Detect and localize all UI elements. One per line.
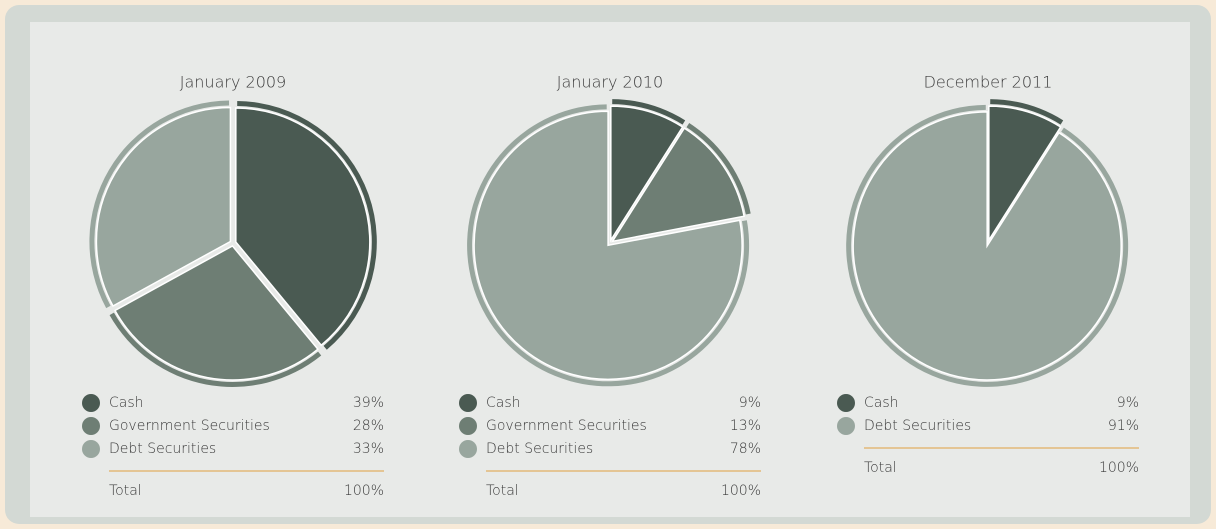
pie-rim <box>686 123 751 215</box>
pie-slice <box>473 110 743 381</box>
value-label: 39% <box>353 395 384 411</box>
pie-slice <box>852 111 1122 381</box>
value-label: 9% <box>739 395 761 411</box>
total-name: Total <box>864 460 897 476</box>
value-label: 28% <box>353 418 384 434</box>
value-label: 13% <box>730 418 761 434</box>
pie-rim <box>89 100 230 309</box>
total-name: Total <box>486 483 519 499</box>
total-value: 100% <box>1099 460 1139 476</box>
pie-slice <box>95 106 232 308</box>
legend-swatch <box>459 394 477 412</box>
total-name: Total <box>109 483 142 499</box>
value-label: 9% <box>1117 395 1139 411</box>
legend-label: Debt Securities <box>109 441 216 457</box>
legend-swatch <box>837 394 855 412</box>
value-label: 78% <box>730 441 761 457</box>
legend-label: Cash <box>109 395 144 411</box>
legend-swatch <box>82 440 100 458</box>
legend-label: Government Securities <box>486 418 647 434</box>
pie-slice <box>610 127 745 243</box>
legend-label: Cash <box>864 395 899 411</box>
legend-label: Debt Securities <box>486 441 593 457</box>
legend-swatch <box>459 440 477 458</box>
legend-label: Debt Securities <box>864 418 971 434</box>
pie-rim <box>990 99 1064 125</box>
value-label: 33% <box>353 441 384 457</box>
pie-slice <box>610 105 684 243</box>
legend-swatch <box>459 417 477 435</box>
chart-title: January 2010 <box>557 73 663 92</box>
chart-title: December 2011 <box>924 73 1053 92</box>
legend-label: Cash <box>486 395 521 411</box>
legend-swatch <box>82 417 100 435</box>
total-value: 100% <box>721 483 761 499</box>
total-value: 100% <box>344 483 384 499</box>
pie-slice <box>113 244 319 381</box>
pie-slice <box>235 107 371 347</box>
legend-label: Government Securities <box>109 418 270 434</box>
legend-swatch <box>837 417 855 435</box>
pie-slice <box>988 105 1062 243</box>
chart-title: January 2009 <box>180 73 286 92</box>
value-label: 91% <box>1108 418 1139 434</box>
legend-swatch <box>82 394 100 412</box>
pie-rim <box>612 99 686 125</box>
